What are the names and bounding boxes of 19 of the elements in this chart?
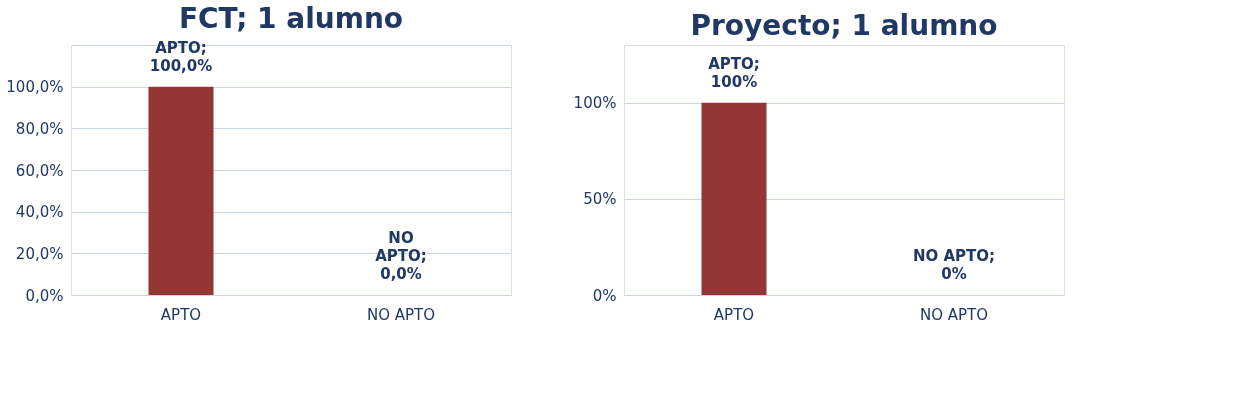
y-tick-label: 0,0% [25, 286, 64, 305]
x-tick-label: APTO [160, 305, 202, 324]
x-tick-label: NO APTO [366, 305, 436, 324]
y-tick-label: 100% [573, 94, 617, 113]
y-tick-label: 40,0% [15, 203, 64, 222]
y-tick-label: 80,0% [15, 119, 64, 138]
chart-title: Proyecto; 1 alumno [690, 9, 998, 42]
y-tick-label: 60,0% [15, 161, 64, 180]
x-tick-label: NO APTO [919, 305, 989, 324]
y-tick-label: 20,0% [15, 244, 64, 263]
data-label: NO APTO; 0% [912, 247, 996, 283]
data-label: NO APTO; 0,0% [375, 229, 427, 283]
data-label: APTO; 100,0% [149, 38, 213, 75]
chart-title: FCT; 1 alumno [178, 2, 404, 35]
y-tick-label: 100,0% [6, 78, 64, 97]
y-tick-label: 50% [583, 190, 617, 209]
y-tick-label: 0% [592, 286, 617, 305]
x-tick-label: APTO [713, 305, 755, 324]
data-label: APTO; 100% [708, 54, 760, 91]
